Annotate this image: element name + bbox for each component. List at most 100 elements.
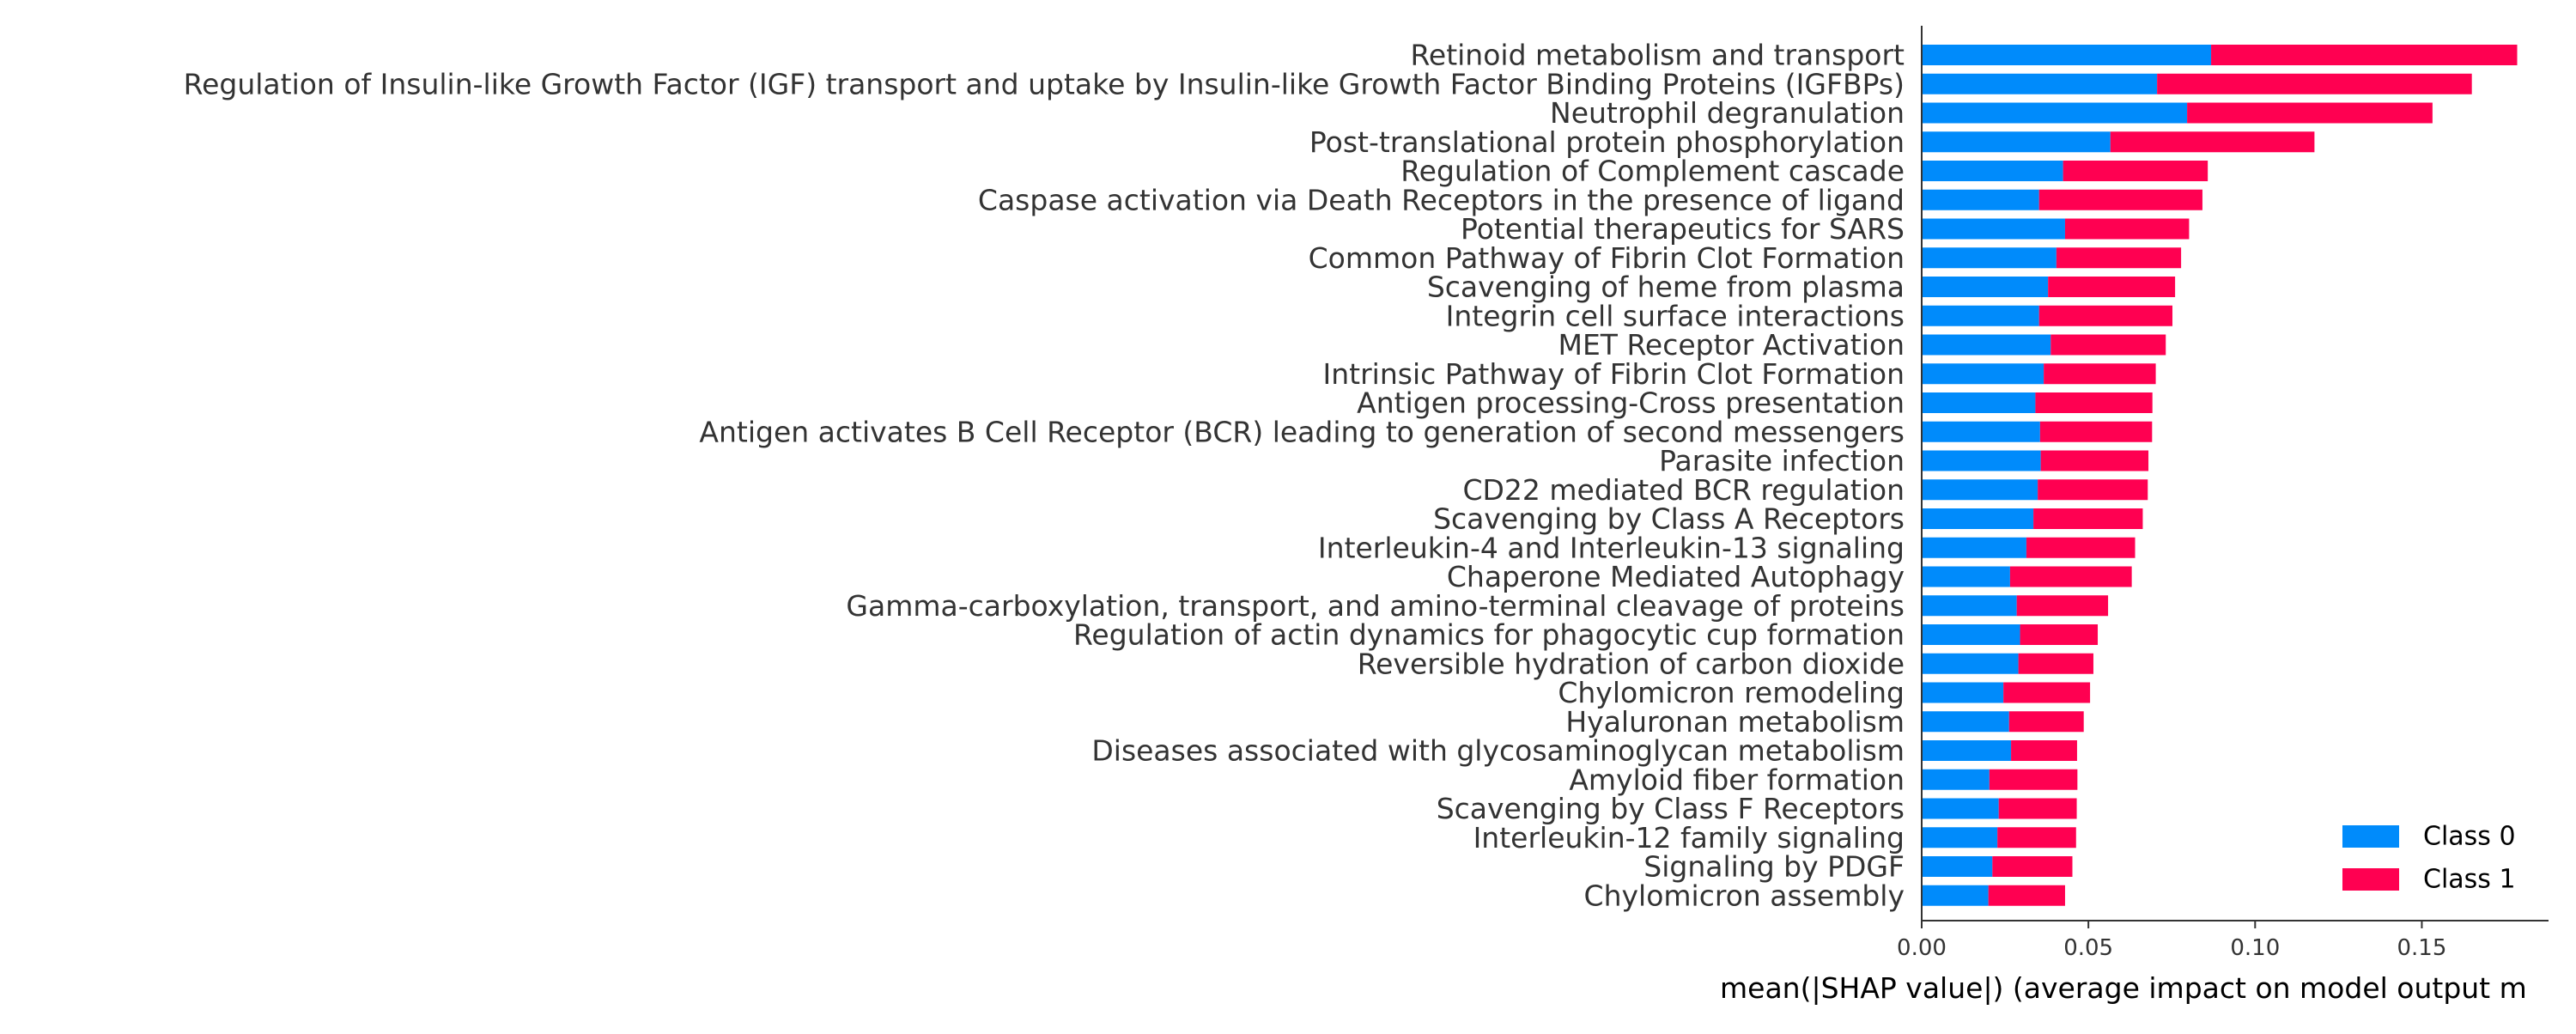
bar-segment-class1: [2211, 45, 2518, 65]
bar-segment-class0: [1922, 798, 1999, 819]
bar-segment-class1: [2187, 102, 2433, 124]
bar-segment-class1: [2009, 566, 2132, 587]
bar-segment-class1: [2016, 595, 2109, 617]
bar-segment-class0: [1922, 131, 2111, 153]
category-label: Regulation of Insulin-like Growth Factor…: [184, 67, 1905, 100]
bar-segment-class1: [1998, 798, 2077, 819]
legend-swatch: [2342, 868, 2399, 891]
bar-segment-class0: [1922, 363, 2044, 385]
bar-segment-class1: [2056, 247, 2182, 269]
x-tick-label: 0.10: [2230, 935, 2280, 961]
category-label: Signaling by PDGF: [1643, 850, 1905, 884]
bar-segment-class0: [1922, 392, 2036, 413]
x-ticks: 0.00 0.05 0.10 0.15: [1897, 921, 2446, 961]
bar-segment-class1: [1997, 827, 2076, 848]
bar-segment-class1: [2110, 131, 2315, 153]
category-label: Antigen activates B Cell Receptor (BCR) …: [699, 415, 1905, 448]
category-label: Antigen processing-Cross presentation: [1357, 386, 1905, 420]
bar-segment-class1: [2040, 450, 2149, 471]
bar-segment-class0: [1922, 769, 1990, 790]
bar-segment-class0: [1922, 624, 2020, 645]
bar-segment-class1: [2008, 711, 2084, 733]
bar-segment-class0: [1922, 537, 2026, 558]
bar-segment-class1: [2063, 161, 2208, 181]
legend: Class 0 Class 1: [2342, 822, 2516, 895]
category-label: Chylomicron assembly: [1584, 879, 1905, 912]
bar-segment-class0: [1922, 334, 2051, 356]
bar-segment-class0: [1922, 711, 2009, 733]
category-label: Gamma-carboxylation, transport, and amin…: [846, 589, 1905, 623]
bar-segment-class1: [2039, 421, 2153, 442]
category-label: Potential therapeutics for SARS: [1461, 212, 1905, 246]
bar-segment-class1: [2064, 218, 2190, 240]
x-axis-title: mean(|SHAP value|) (average impact on mo…: [1720, 971, 2527, 1005]
category-label: Chylomicron remodeling: [1558, 676, 1905, 709]
bar-segment-class0: [1922, 740, 2012, 761]
bar-segment-class1: [2035, 392, 2153, 413]
bar-segment-class1: [1992, 856, 2073, 877]
bar-segment-class0: [1922, 566, 2010, 587]
category-label: Retinoid metabolism and transport: [1410, 39, 1905, 72]
x-tick-label: 0.00: [1897, 935, 1947, 961]
bar-segment-class0: [1922, 189, 2039, 210]
bar-segment-class1: [2020, 624, 2099, 645]
category-label: Scavenging by Class A Receptors: [1433, 502, 1905, 536]
bar-segment-class1: [1989, 769, 2078, 790]
bar-segment-class1: [2050, 334, 2166, 356]
bar-segment-class1: [2038, 479, 2148, 501]
bar-segment-class0: [1922, 218, 2065, 240]
bar-segment-class0: [1922, 73, 2158, 94]
bar-segment-class0: [1922, 508, 2034, 529]
bar-segment-class1: [2018, 653, 2093, 674]
category-label: Scavenging of heme from plasma: [1427, 271, 1905, 304]
bar-segment-class0: [1922, 885, 1989, 906]
category-label: Hyaluronan metabolism: [1565, 705, 1905, 739]
bar-segment-class0: [1922, 595, 2017, 617]
x-tick-label: 0.15: [2397, 935, 2447, 961]
bar-segment-class1: [2044, 363, 2156, 385]
category-label: Neutrophil degranulation: [1550, 96, 1905, 130]
bar-segment-class0: [1922, 45, 2212, 65]
category-label: Chaperone Mediated Autophagy: [1447, 560, 1905, 593]
legend-label: Class 1: [2423, 865, 2516, 895]
bar-segment-class0: [1922, 305, 2039, 326]
category-label: Regulation of actin dynamics for phagocy…: [1073, 618, 1905, 652]
category-label: Post-translational protein phosphorylati…: [1309, 125, 1905, 159]
axes: [1921, 26, 2549, 921]
bar-segment-class1: [2033, 508, 2143, 529]
bar-segment-class0: [1922, 247, 2057, 269]
bar-segment-class0: [1922, 450, 2041, 471]
bar-segment-class1: [2003, 682, 2091, 703]
category-label: MET Receptor Activation: [1558, 328, 1905, 362]
category-label: CD22 mediated BCR regulation: [1462, 473, 1905, 507]
legend-swatch: [2342, 825, 2399, 848]
category-label: Regulation of Complement cascade: [1400, 155, 1905, 188]
bar-segment-class1: [1988, 885, 2065, 906]
category-labels: Retinoid metabolism and transportRegulat…: [184, 39, 1905, 913]
bar-segment-class0: [1922, 653, 2019, 674]
category-label: Amyloid fiber formation: [1569, 763, 1905, 796]
bar-segment-class1: [2038, 189, 2202, 210]
category-label: Integrin cell surface interactions: [1446, 299, 1905, 332]
category-label: Intrinsic Pathway of Fibrin Clot Formati…: [1323, 357, 1905, 391]
category-label: Interleukin-4 and Interleukin-13 signali…: [1318, 531, 1905, 564]
bar-segment-class1: [2048, 277, 2176, 297]
legend-label: Class 0: [2423, 822, 2516, 852]
bar-segment-class1: [2026, 537, 2136, 558]
bar-segment-class1: [2011, 740, 2077, 761]
bar-segment-class0: [1922, 161, 2063, 181]
bar-segment-class0: [1922, 277, 2049, 297]
bar-segment-class0: [1922, 856, 1993, 877]
category-label: Common Pathway of Fibrin Clot Formation: [1309, 241, 1905, 275]
bar-segment-class0: [1922, 421, 2040, 442]
bar-segment-class0: [1922, 479, 2038, 501]
category-label: Interleukin-12 family signaling: [1473, 821, 1905, 855]
category-label: Diseases associated with glycosaminoglyc…: [1091, 734, 1905, 768]
category-label: Parasite infection: [1659, 444, 1905, 477]
bar-segment-class1: [2157, 73, 2472, 94]
x-tick-label: 0.05: [2063, 935, 2113, 961]
bar-segment-class0: [1922, 682, 2004, 703]
bars: [1922, 45, 2518, 906]
bar-segment-class1: [2038, 305, 2172, 326]
